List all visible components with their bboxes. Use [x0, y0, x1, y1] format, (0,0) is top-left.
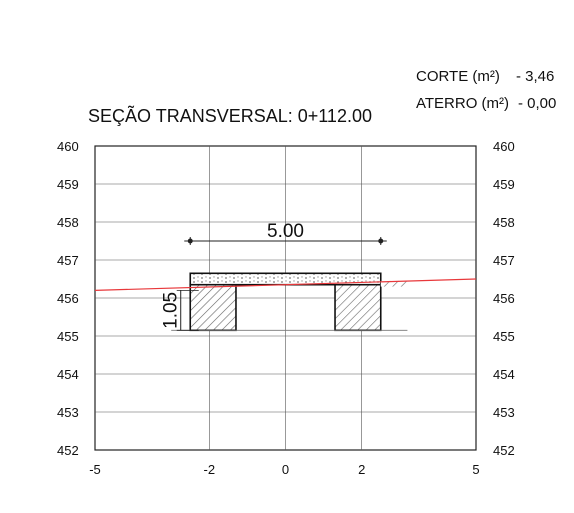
x-tick-label: -5	[89, 462, 101, 477]
y-tick-label-left: 455	[57, 329, 79, 344]
y-tick-label-left: 457	[57, 253, 79, 268]
y-tick-label-right: 456	[493, 291, 515, 306]
y-tick-label-right: 460	[493, 139, 515, 154]
corte-value: - 3,46	[516, 68, 555, 85]
volume-summary: CORTE (m²) - 3,46 ATERRO (m²) - 0,00	[0, 0, 574, 120]
grid-layer	[94, 145, 477, 451]
dimensions-layer: 5.00 1.05	[161, 221, 387, 331]
y-tick-label-right: 458	[493, 215, 515, 230]
x-tick-label: 2	[358, 462, 365, 477]
y-tick-label-left: 453	[57, 405, 79, 420]
left-footing	[189, 283, 237, 332]
y-tick-label-right: 452	[493, 443, 515, 458]
y-tick-label-right: 454	[493, 367, 515, 382]
y-tick-label-left: 456	[57, 291, 79, 306]
terrain-line	[94, 278, 477, 291]
structure-layer	[171, 272, 408, 332]
height-dimension-label: 1.05	[161, 292, 182, 329]
width-dimension-label: 5.00	[267, 221, 304, 242]
y-tick-label-left: 459	[57, 177, 79, 192]
y-tick-label-right: 453	[493, 405, 515, 420]
axis-labels: 460 460 459 459 458 458 457 457 456 456 455 455 454 4…	[57, 139, 515, 477]
y-tick-label-right: 459	[493, 177, 515, 192]
x-tick-label: -2	[204, 462, 216, 477]
terrain-hatch-strip	[380, 280, 408, 287]
x-tick-label: 0	[282, 462, 289, 477]
y-tick-label-right: 455	[493, 329, 515, 344]
x-tick-label: 5	[472, 462, 479, 477]
right-footing	[334, 283, 382, 332]
terrain-layer	[94, 278, 477, 291]
y-tick-label-left: 458	[57, 215, 79, 230]
y-tick-label-left: 460	[57, 139, 79, 154]
aterro-value: - 0,00	[518, 95, 557, 112]
y-tick-label-left: 452	[57, 443, 79, 458]
y-tick-label-left: 454	[57, 367, 79, 382]
corte-label: CORTE (m²)	[416, 68, 500, 85]
aterro-label: ATERRO (m²)	[416, 95, 510, 112]
y-tick-label-right: 457	[493, 253, 515, 268]
section-title: SEÇÃO TRANSVERSAL: 0+112.00	[88, 106, 372, 126]
